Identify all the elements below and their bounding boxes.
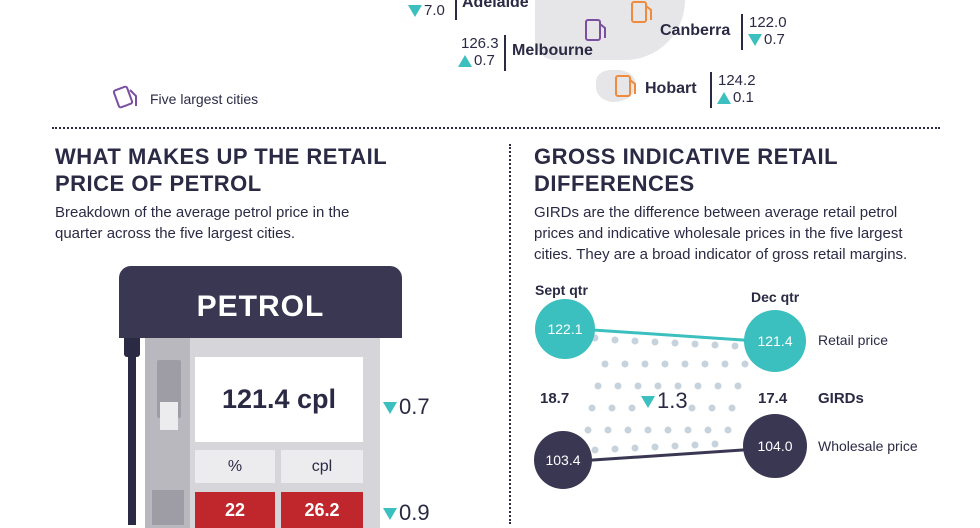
sept-retail-circle: 122.1 — [535, 299, 595, 359]
gird-change: 1.3 — [641, 388, 688, 414]
melbourne-label: Melbourne — [512, 42, 593, 59]
canberra-label: Canberra — [660, 22, 731, 39]
divider-line — [741, 14, 743, 50]
header-cpl: cpl — [281, 450, 363, 483]
sept-wholesale-circle: 103.4 — [534, 431, 592, 489]
hobart-change: 0.1 — [717, 89, 754, 106]
fuel-pump-icon — [631, 1, 652, 23]
hobart-label: Hobart — [645, 80, 697, 97]
pump-side-foot — [152, 490, 184, 525]
melbourne-price: 126.3 — [461, 35, 499, 52]
row-pct: 22 — [195, 492, 275, 528]
down-arrow-icon — [383, 402, 397, 415]
canberra-change: 0.7 — [748, 31, 785, 48]
dec-gird-value: 17.4 — [758, 390, 788, 407]
pump-hose — [128, 350, 136, 525]
header-pct: % — [195, 450, 275, 483]
up-arrow-icon — [458, 55, 472, 68]
wholesale-price-label: Wholesale price — [818, 438, 918, 454]
girds-label: GIRDs — [818, 390, 864, 407]
pump-nozzle — [124, 335, 140, 357]
up-arrow-icon — [717, 92, 731, 105]
divider-line — [710, 72, 712, 108]
section-divider — [52, 127, 940, 129]
fuel-pump-icon — [112, 85, 137, 109]
fuel-pump-icon — [585, 19, 606, 41]
price-change: 0.7 — [383, 394, 430, 420]
section-title: WHAT MAKES UP THE RETAIL PRICE OF PETROL — [55, 144, 388, 196]
retail-price-label: Retail price — [818, 332, 889, 348]
legend-label: Five largest cities — [150, 91, 259, 107]
section-description: GIRDs are the difference between average… — [534, 204, 908, 263]
sept-gird-value: 18.7 — [540, 390, 570, 407]
hobart-price: 124.2 — [718, 72, 756, 89]
down-arrow-icon — [748, 34, 762, 47]
dec-retail-circle: 121.4 — [744, 310, 806, 372]
divider-line — [455, 0, 457, 20]
pump-head — [119, 266, 402, 338]
down-arrow-icon — [383, 508, 397, 521]
row-change: 0.9 — [383, 500, 430, 526]
row-cpl: 26.2 — [281, 492, 363, 528]
melbourne-change: 0.7 — [458, 52, 495, 69]
pump-label: PETROL — [196, 290, 325, 323]
down-arrow-icon — [408, 5, 422, 18]
adelaide-change: 7.0 — [408, 2, 445, 19]
sept-qtr-label: Sept qtr — [535, 282, 588, 298]
down-arrow-icon — [641, 396, 655, 409]
section-description: Breakdown of the average petrol price in… — [55, 204, 350, 242]
adelaide-label: Adelaide — [462, 0, 529, 11]
girds-connector — [562, 326, 774, 464]
price-value: 121.4 cpl — [221, 384, 337, 414]
price-display: 121.4 cpl — [195, 357, 363, 442]
dec-wholesale-circle: 104.0 — [743, 414, 807, 478]
pump-side-window — [160, 402, 178, 430]
fuel-pump-icon — [615, 75, 636, 97]
canberra-price: 122.0 — [749, 14, 787, 31]
divider-line — [504, 35, 506, 71]
section-title: GROSS INDICATIVE RETAIL DIFFERENCES — [534, 144, 839, 196]
column-divider — [509, 144, 511, 524]
dec-qtr-label: Dec qtr — [751, 289, 800, 305]
